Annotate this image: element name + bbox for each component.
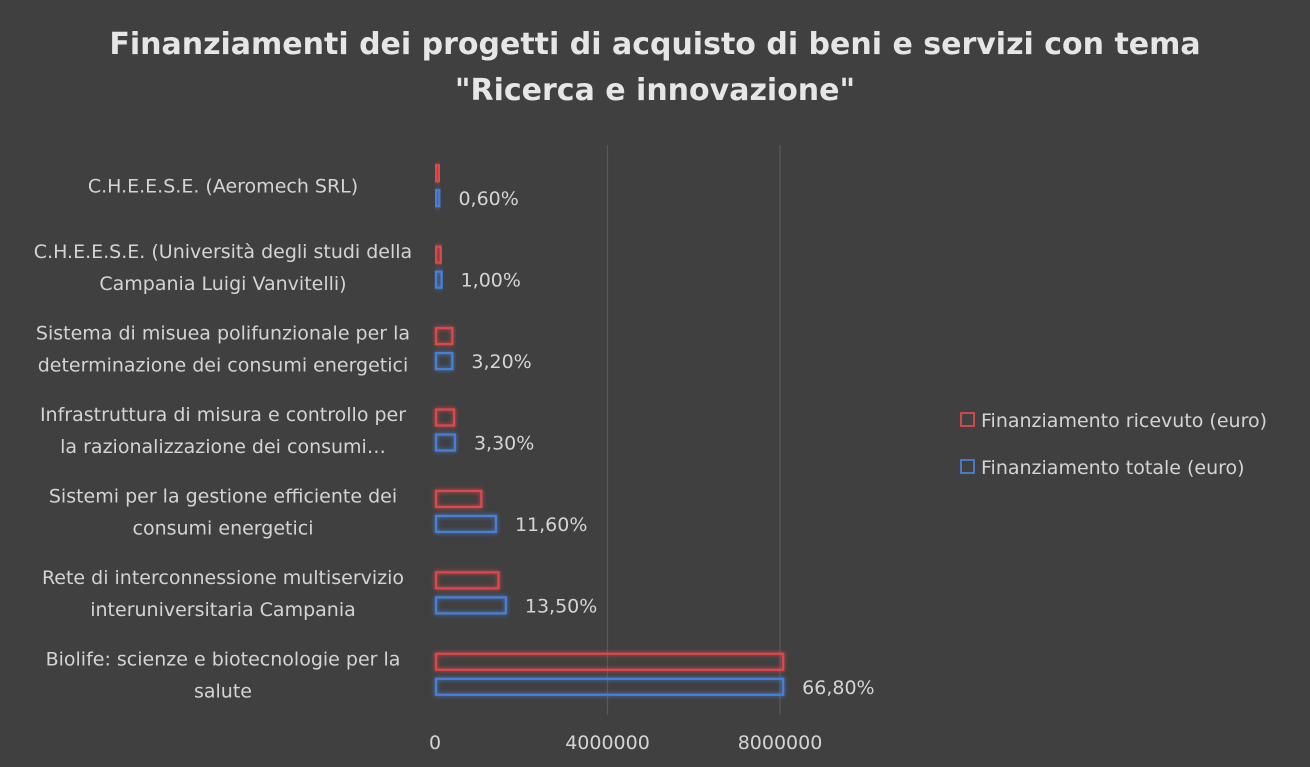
category-label: C.H.E.E.S.E. (Università degli studi del… <box>34 241 412 263</box>
bar-ricevuto <box>434 571 500 590</box>
bars <box>434 164 785 696</box>
category-label: Biolife: scienze e biotecnologie per la <box>46 648 401 670</box>
data-label: 0,60% <box>458 188 518 210</box>
category-label: Infrastruttura di misura e controllo per <box>40 404 406 426</box>
category-label: consumi energetici <box>133 517 314 539</box>
data-label: 13,50% <box>525 595 597 617</box>
bar-ricevuto <box>434 489 483 509</box>
legend-swatch <box>960 459 975 474</box>
category-label: interuniversitaria Campania <box>90 599 356 621</box>
x-tick-label: 8000000 <box>738 732 823 754</box>
bar-totale <box>434 514 498 534</box>
legend-entry: Finanziamento totale (euro) <box>981 457 1245 479</box>
x-tick-label: 0 <box>429 732 441 754</box>
chart-title: Finanziamenti dei progetti di acquisto d… <box>109 27 1200 108</box>
chart-title-line: Finanziamenti dei progetti di acquisto d… <box>109 27 1200 62</box>
gridlines <box>606 145 781 715</box>
category-label: determinazione dei consumi energetici <box>38 355 409 377</box>
legend: Finanziamento ricevuto (euro) Finanziamen… <box>960 410 1267 479</box>
bar-ricevuto <box>434 652 785 671</box>
bar-totale <box>434 189 441 208</box>
bar-totale <box>434 677 785 696</box>
category-label: Sistemi per la gestione efficiente dei <box>49 485 397 507</box>
data-label: 66,80% <box>802 677 874 699</box>
legend-swatch <box>960 412 975 427</box>
chart-title-line: "Ricerca e innovazione" <box>455 73 855 108</box>
category-label: Rete di interconnessione multiservizio <box>42 567 404 589</box>
data-label: 3,20% <box>471 351 531 373</box>
legend-entry: Finanziamento ricevuto (euro) <box>981 410 1267 432</box>
category-label: salute <box>194 680 252 702</box>
data-label: 11,60% <box>515 514 587 536</box>
category-label: Campania Luigi Vanvitelli) <box>99 273 346 295</box>
bar-totale <box>434 433 457 452</box>
category-label: la razionalizzazione dei consumi… <box>60 436 386 458</box>
x-tick-label: 4000000 <box>565 732 650 754</box>
category-label: Sistema di misuea polifunzionale per la <box>36 323 410 345</box>
data-label: 1,00% <box>461 270 521 292</box>
x-axis-tick-labels: 0 4000000 8000000 <box>429 732 822 754</box>
category-labels: C.H.E.E.S.E. (Aeromech SRL) C.H.E.E.S.E. … <box>34 176 412 703</box>
bar-totale <box>434 270 443 289</box>
bar-ricevuto <box>434 245 442 264</box>
bar-totale <box>434 596 507 615</box>
category-label: C.H.E.E.S.E. (Aeromech SRL) <box>88 176 358 198</box>
data-label: 3,30% <box>474 433 534 455</box>
data-labels: 0,60% 1,00% 3,20% 3,30% 11,60% 13,50% 66,80% <box>458 188 874 699</box>
bar-ricevuto <box>434 408 456 427</box>
bar-ricevuto <box>434 326 454 346</box>
bar-totale <box>434 351 454 371</box>
bar-ricevuto <box>434 164 441 183</box>
